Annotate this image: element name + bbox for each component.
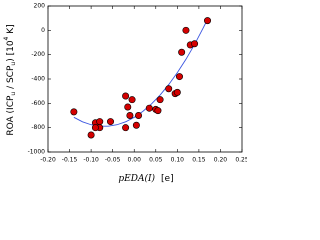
data-point [173,88,181,96]
data-point [191,40,199,48]
data-point [132,121,140,129]
data-point [204,17,212,25]
data-point [91,124,99,132]
y-label-sup: 4 [3,36,10,40]
y-tick-label: -600 [31,100,45,107]
x-label-part: [e] [161,174,174,184]
y-label-part: ROA (ICP [6,95,16,136]
x-tick-label: 0.25 [235,157,247,164]
chart: ROA (ICPu / SCPu) [104 K] pEDA(I) [e] -10… [3,3,247,184]
data-point [145,104,153,112]
x-label-part: pEDA(I) [118,173,155,184]
x-tick-label: -0.15 [62,157,78,164]
y-label-part: / SCP [6,65,16,92]
data-point [165,85,173,93]
plot-frame [47,5,243,153]
x-tick-label: 0.05 [149,157,163,164]
y-label-sub: u [10,62,17,66]
y-tick-label: -400 [31,76,45,83]
y-label-sub: u [10,92,17,96]
data-point [107,118,115,126]
x-tick-label: 0.20 [214,157,228,164]
y-tick-label: -200 [31,51,45,58]
x-tick-label: -0.10 [83,157,99,164]
x-tick-label: 0.10 [171,157,185,164]
data-point [182,26,190,34]
data-point [156,96,164,104]
data-point [135,112,143,120]
y-axis-label: ROA (ICPu / SCPu) [104 K] [3,24,17,135]
data-point [87,131,95,139]
y-label-part: K] [6,24,16,36]
data-point [122,92,130,100]
y-tick-label: 0 [41,27,45,34]
data-point [128,96,136,104]
x-tick-label: -0.05 [105,157,121,164]
data-point [175,73,183,81]
data-point [70,108,78,116]
y-tick-label: -800 [31,124,45,131]
x-tick-label: 0.00 [128,157,142,164]
y-tick-label: -1000 [28,149,46,156]
data-point [96,118,104,126]
x-axis-label: pEDA(I) [e] [118,173,173,184]
data-point [178,48,186,56]
data-point [124,103,132,111]
x-tick-label: -0.20 [40,157,56,164]
fit-line [73,19,208,127]
data-point [154,107,162,115]
x-tick-label: 0.15 [192,157,206,164]
y-label-part: ) [10 [6,40,16,62]
data-point [122,124,130,132]
y-tick-label: 200 [34,3,46,10]
data-point [126,112,134,120]
